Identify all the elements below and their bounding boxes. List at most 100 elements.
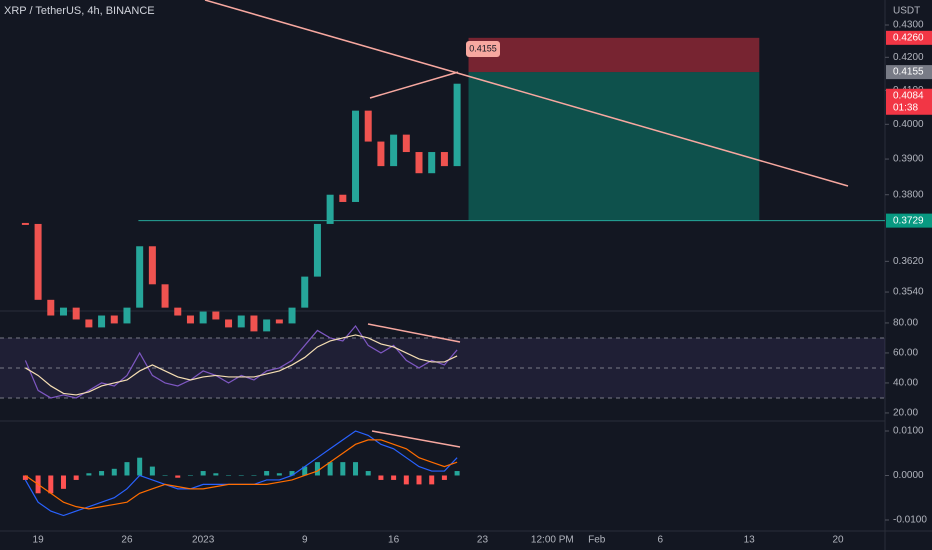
histogram-bar (251, 475, 257, 476)
histogram-bar (391, 475, 397, 480)
histogram-bar (149, 466, 155, 476)
y-tick-label: 20.00 (893, 408, 918, 419)
histogram-bar (73, 475, 79, 480)
trend-line (369, 71, 459, 99)
currency: USDT (893, 6, 920, 17)
x-tick-label: 23 (477, 535, 489, 546)
candle (390, 134, 398, 167)
x-tick-label: 9 (302, 535, 308, 546)
histogram-bar (200, 471, 206, 476)
candle (288, 307, 296, 324)
y-tick-label: 0.4300 (893, 20, 924, 31)
x-tick-label: 12:00 PM (531, 535, 574, 546)
candle (326, 194, 334, 224)
histogram-bar (340, 462, 346, 476)
stop-zone (468, 37, 760, 73)
histogram-bar (454, 471, 460, 476)
candle (34, 223, 42, 300)
candle (275, 319, 283, 324)
candle (364, 110, 372, 142)
candle (85, 319, 93, 328)
y-tick-label: 40.00 (893, 378, 918, 389)
candle (313, 223, 321, 277)
entry-callout (466, 41, 500, 57)
entry-callout-label: 0.4155 (469, 43, 497, 53)
candle (98, 315, 106, 328)
candle (148, 246, 156, 285)
candle (352, 110, 360, 202)
histogram-bar (137, 457, 143, 476)
histogram-bar (22, 475, 28, 480)
x-tick-label: 16 (388, 535, 400, 546)
price-badge-label: 0.3729 (893, 215, 924, 226)
histogram-bar (213, 473, 219, 476)
rsi-line (25, 334, 458, 396)
x-tick-label: 13 (744, 535, 756, 546)
price-badge-label: 0.4260 (893, 32, 924, 43)
divergence-line (367, 323, 461, 343)
candle (453, 83, 461, 167)
price-badge (886, 88, 932, 115)
candle (136, 246, 144, 308)
candle (377, 141, 385, 167)
trend-line (204, 0, 849, 187)
histogram-bar (403, 475, 409, 485)
price-badge (886, 213, 932, 228)
histogram-bar (99, 471, 105, 476)
histogram-bar (327, 462, 333, 476)
x-tick-label: Feb (588, 535, 606, 546)
price-badge (886, 65, 932, 80)
histogram-bar (226, 475, 232, 476)
candle (263, 319, 271, 332)
histogram-bar (441, 475, 447, 480)
y-tick-label: 0.3540 (893, 287, 924, 298)
candle (225, 319, 233, 328)
x-tick-label: 26 (121, 535, 133, 546)
histogram-bar (86, 473, 92, 476)
candle (440, 152, 448, 167)
candle (186, 315, 194, 324)
histogram-bar (187, 475, 193, 476)
histogram-bar (276, 473, 282, 476)
histogram-bar (238, 475, 244, 476)
candle (428, 152, 436, 174)
x-tick-label: 6 (657, 535, 663, 546)
candle (174, 307, 182, 316)
candle (212, 311, 220, 320)
histogram-bar (314, 462, 320, 476)
candle (123, 307, 131, 324)
price-badge-label: 0.4155 (893, 67, 924, 78)
candle (250, 315, 258, 332)
y-tick-label: 0.0000 (893, 470, 924, 481)
symbol-title: XRP / TetherUS, 4h, BINANCE (4, 5, 155, 17)
countdown-label: 01:38 (893, 102, 918, 113)
histogram-bar (353, 462, 359, 476)
candle (402, 134, 410, 153)
histogram-bar (264, 471, 270, 476)
candle (237, 315, 245, 328)
histogram-bar (302, 466, 308, 476)
price-badge-label: 0.4084 (893, 90, 924, 101)
y-tick-label: 0.3800 (893, 189, 924, 200)
y-tick-label: -0.0100 (893, 515, 927, 526)
candle (415, 152, 423, 174)
rsi-line (24, 324, 458, 399)
y-tick-label: 0.3620 (893, 256, 924, 267)
candle (110, 315, 118, 324)
candle (47, 299, 55, 316)
y-tick-label: 0.4000 (893, 119, 924, 130)
histogram-bar (365, 471, 371, 476)
candle (161, 284, 169, 308)
y-tick-label: 0.0100 (893, 426, 924, 437)
histogram-bar (111, 468, 117, 476)
x-tick-label: 2023 (192, 535, 215, 546)
histogram-bar (429, 475, 435, 485)
candle (199, 311, 207, 324)
divergence-line (371, 430, 461, 448)
histogram-bar (48, 475, 54, 494)
histogram-bar (416, 475, 422, 485)
histogram-bar (378, 475, 384, 480)
histogram-bar (289, 471, 295, 476)
